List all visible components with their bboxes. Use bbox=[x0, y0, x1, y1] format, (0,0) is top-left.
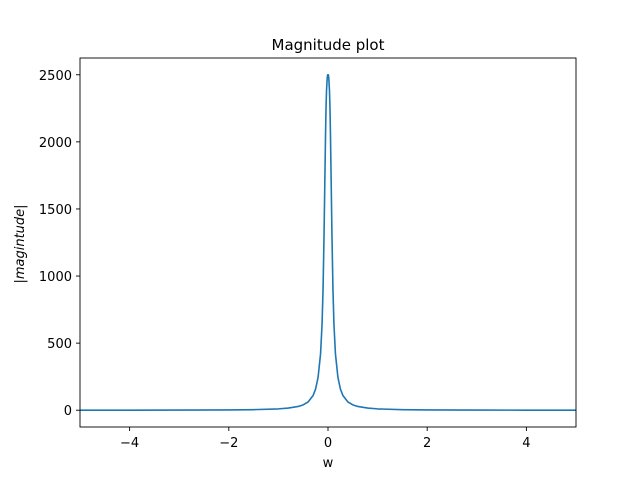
x-axis: −4 −2 0 2 4 bbox=[120, 427, 531, 451]
chart-title: Magnitude plot bbox=[272, 36, 385, 54]
x-tick-label: 0 bbox=[324, 436, 332, 451]
y-tick-label: 500 bbox=[47, 337, 72, 352]
x-tick-label: −2 bbox=[219, 436, 238, 451]
plot-area bbox=[79, 73, 577, 411]
x-axis-label: w bbox=[323, 456, 334, 471]
x-tick-label: 4 bbox=[522, 436, 530, 451]
x-tick-label: 2 bbox=[423, 436, 431, 451]
y-tick-label: 0 bbox=[64, 404, 72, 419]
x-tick-label: −4 bbox=[120, 436, 139, 451]
y-axis-label: |magintude| bbox=[13, 204, 28, 283]
y-tick-label: 1000 bbox=[39, 270, 72, 285]
y-axis: 0 500 1000 1500 2000 2500 bbox=[39, 69, 80, 419]
y-tick-label: 2500 bbox=[39, 69, 72, 84]
y-tick-label: 1500 bbox=[39, 203, 72, 218]
series-line bbox=[79, 73, 577, 411]
axes-frame bbox=[79, 57, 577, 428]
y-tick-label: 2000 bbox=[39, 136, 72, 151]
